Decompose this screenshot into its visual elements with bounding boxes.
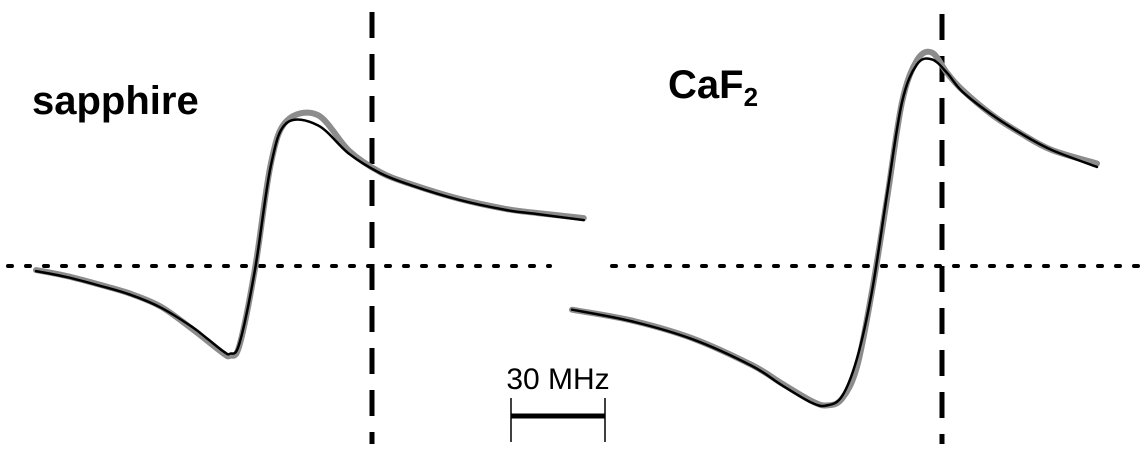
curves-sapphire bbox=[33, 109, 587, 360]
series-measured-caf2 bbox=[569, 48, 1100, 409]
panel-title-caf2-base: CaF bbox=[668, 63, 744, 107]
scale-bar-label: 30 MHz bbox=[506, 363, 609, 396]
series-measured-sapphire bbox=[33, 109, 587, 360]
curves-caf2 bbox=[569, 48, 1100, 409]
panel-title-sapphire: sapphire bbox=[32, 79, 199, 123]
series-fit-sapphire bbox=[34, 118, 586, 356]
series-fit-caf2 bbox=[570, 57, 1099, 408]
scale-bar: 30 MHz bbox=[506, 363, 610, 442]
panel-title-caf2: CaF2 bbox=[668, 63, 758, 112]
panel-title-caf2-subscript: 2 bbox=[744, 82, 758, 112]
